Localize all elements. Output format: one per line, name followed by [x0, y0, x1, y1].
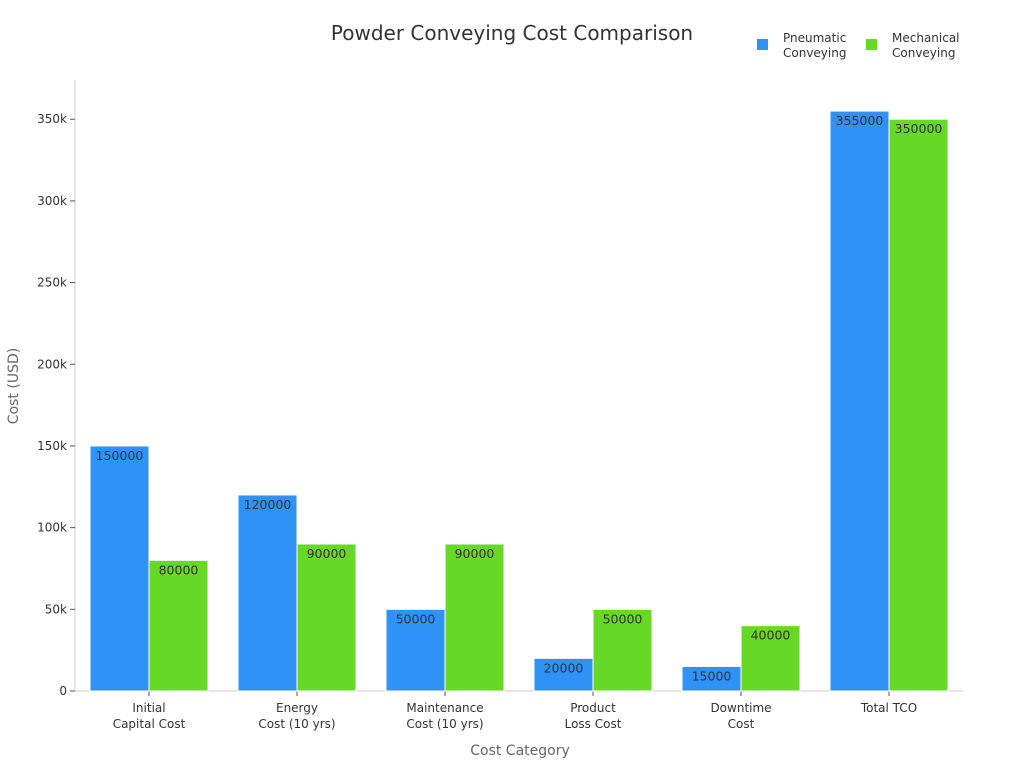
legend-label: Conveying [892, 46, 955, 60]
x-tick-label: Total TCO [860, 701, 917, 715]
y-tick-label: 200k [37, 357, 67, 371]
data-label: 80000 [159, 562, 199, 577]
legend-label: Mechanical [892, 31, 960, 45]
data-label: 150000 [96, 448, 144, 463]
bar [888, 118, 949, 692]
legend-label: Pneumatic [783, 31, 846, 45]
x-tick-label: Cost (10 yrs) [406, 717, 483, 731]
y-tick-label: 100k [37, 521, 67, 535]
data-label: 350000 [895, 121, 943, 136]
x-tick-label: Cost [728, 717, 755, 731]
y-tick-label: 50k [45, 602, 67, 616]
y-tick-label: 300k [37, 194, 67, 208]
legend-swatch [757, 39, 768, 50]
x-tick-label: Cost (10 yrs) [258, 717, 335, 731]
x-tick-label: Maintenance [406, 701, 483, 715]
x-tick-label: Initial [132, 701, 165, 715]
x-tick-label: Capital Cost [113, 717, 186, 731]
y-tick-label: 350k [37, 112, 67, 126]
x-tick-label: Loss Cost [565, 717, 622, 731]
data-label: 355000 [836, 113, 884, 128]
bar [681, 665, 742, 692]
data-label: 90000 [307, 546, 347, 561]
bar [592, 608, 653, 692]
chart-title: Powder Conveying Cost Comparison [331, 21, 693, 45]
x-tick-label: Energy [276, 701, 318, 715]
bar [237, 494, 298, 692]
bar [385, 608, 446, 692]
bar [296, 543, 357, 692]
legend-swatch [866, 39, 877, 50]
data-label: 90000 [455, 546, 495, 561]
bar [444, 543, 505, 692]
x-tick-label: Product [570, 701, 616, 715]
data-label: 50000 [603, 611, 643, 626]
legend-label: Conveying [783, 46, 846, 60]
bar [89, 445, 150, 692]
data-label: 15000 [692, 668, 732, 683]
data-label: 20000 [544, 660, 584, 675]
data-label: 120000 [244, 497, 292, 512]
y-tick-label: 150k [37, 439, 67, 453]
x-tick-label: Downtime [710, 701, 771, 715]
x-axis-label: Cost Category [470, 743, 570, 759]
y-tick-label: 250k [37, 276, 67, 290]
data-label: 50000 [396, 611, 436, 626]
data-label: 40000 [751, 628, 791, 643]
bar [148, 559, 209, 692]
y-tick-label: 0 [59, 684, 67, 698]
bar [740, 625, 801, 692]
bar [829, 110, 890, 692]
y-axis-label: Cost (USD) [6, 348, 22, 424]
